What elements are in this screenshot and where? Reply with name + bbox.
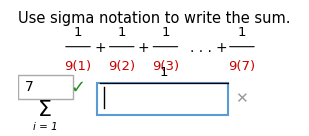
Text: ✓: ✓: [70, 78, 86, 96]
Text: 9(2): 9(2): [108, 60, 135, 73]
Text: 1: 1: [74, 26, 82, 39]
Text: +: +: [138, 41, 149, 55]
Text: 9(3): 9(3): [152, 60, 179, 73]
FancyBboxPatch shape: [97, 83, 228, 115]
Text: 1: 1: [238, 26, 246, 39]
Text: Σ: Σ: [38, 100, 52, 120]
Text: 1: 1: [160, 66, 168, 79]
Text: +: +: [94, 41, 106, 55]
Text: 9(7): 9(7): [228, 60, 256, 73]
Text: 1: 1: [161, 26, 170, 39]
FancyBboxPatch shape: [18, 75, 73, 99]
Text: Use sigma notation to write the sum.: Use sigma notation to write the sum.: [18, 11, 291, 26]
Text: 1: 1: [117, 26, 126, 39]
Text: +: +: [216, 41, 227, 55]
Text: ✕: ✕: [235, 91, 248, 106]
Text: . . .: . . .: [190, 41, 212, 55]
Text: 7: 7: [25, 80, 33, 94]
Text: i = 1: i = 1: [33, 122, 57, 132]
Text: 9(1): 9(1): [65, 60, 91, 73]
